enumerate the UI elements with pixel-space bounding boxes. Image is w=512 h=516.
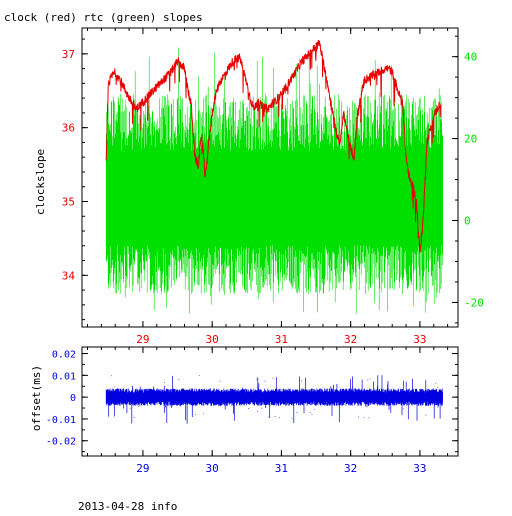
y-tick-label: 0 — [70, 393, 76, 404]
footer-date: 2013-04-28 info — [78, 500, 177, 512]
y-tick-label: 34 — [62, 269, 76, 282]
top-panel: 29 30 31 32 33 34 35 36 37 -20 0 20 40 clockslope — [34, 27, 484, 346]
bottom-y-axis: -0.02 -0.01 0 0.01 0.02 — [46, 350, 458, 453]
offset-series — [105, 375, 443, 424]
top-y-axis-label: clockslope — [34, 149, 47, 215]
x-tick-label: 31 — [275, 462, 288, 475]
chart-title: clock (red) rtc (green) slopes — [4, 11, 203, 24]
x-tick-label: 33 — [413, 333, 426, 346]
y-tick-label: -0.01 — [46, 415, 76, 426]
y-tick-label: 36 — [62, 122, 75, 135]
y-tick-label: -0.02 — [46, 437, 76, 448]
y2-tick-label: 40 — [464, 51, 477, 64]
clock-series-line — [105, 39, 442, 253]
top-left-y-axis: 34 35 36 37 — [62, 38, 88, 321]
y2-tick-label: 20 — [464, 133, 477, 146]
x-tick-label: 32 — [344, 462, 357, 475]
x-tick-label: 32 — [344, 333, 357, 346]
x-tick-label: 30 — [206, 462, 219, 475]
y-tick-label: 35 — [62, 195, 75, 208]
top-plot-frame — [81, 27, 459, 328]
y-tick-label: 37 — [62, 48, 75, 61]
bottom-x-axis: 29 30 31 32 33 — [87, 347, 449, 475]
bottom-y-axis-label: offset(ms) — [30, 365, 43, 431]
top-right-y-axis: -20 0 20 40 — [452, 35, 484, 324]
rtc-noise-band — [105, 47, 443, 314]
x-tick-label: 31 — [275, 333, 288, 346]
x-tick-label: 30 — [206, 333, 219, 346]
rtc-series — [105, 47, 443, 314]
x-tick-label: 29 — [136, 462, 149, 475]
x-tick-label: 33 — [413, 462, 426, 475]
offset-points — [105, 375, 443, 424]
top-x-axis: 29 30 31 32 33 — [87, 28, 449, 346]
bottom-panel: 29 30 31 32 33 -0.02 -0.01 0 0.01 0.02 offset(ms… — [30, 346, 459, 475]
bottom-plot-frame — [81, 346, 459, 457]
x-tick-label: 29 — [136, 333, 149, 346]
y2-tick-label: -20 — [464, 296, 484, 309]
y-tick-label: 0.02 — [52, 350, 76, 361]
y2-tick-label: 0 — [464, 215, 471, 228]
y-tick-label: 0.01 — [52, 371, 76, 382]
